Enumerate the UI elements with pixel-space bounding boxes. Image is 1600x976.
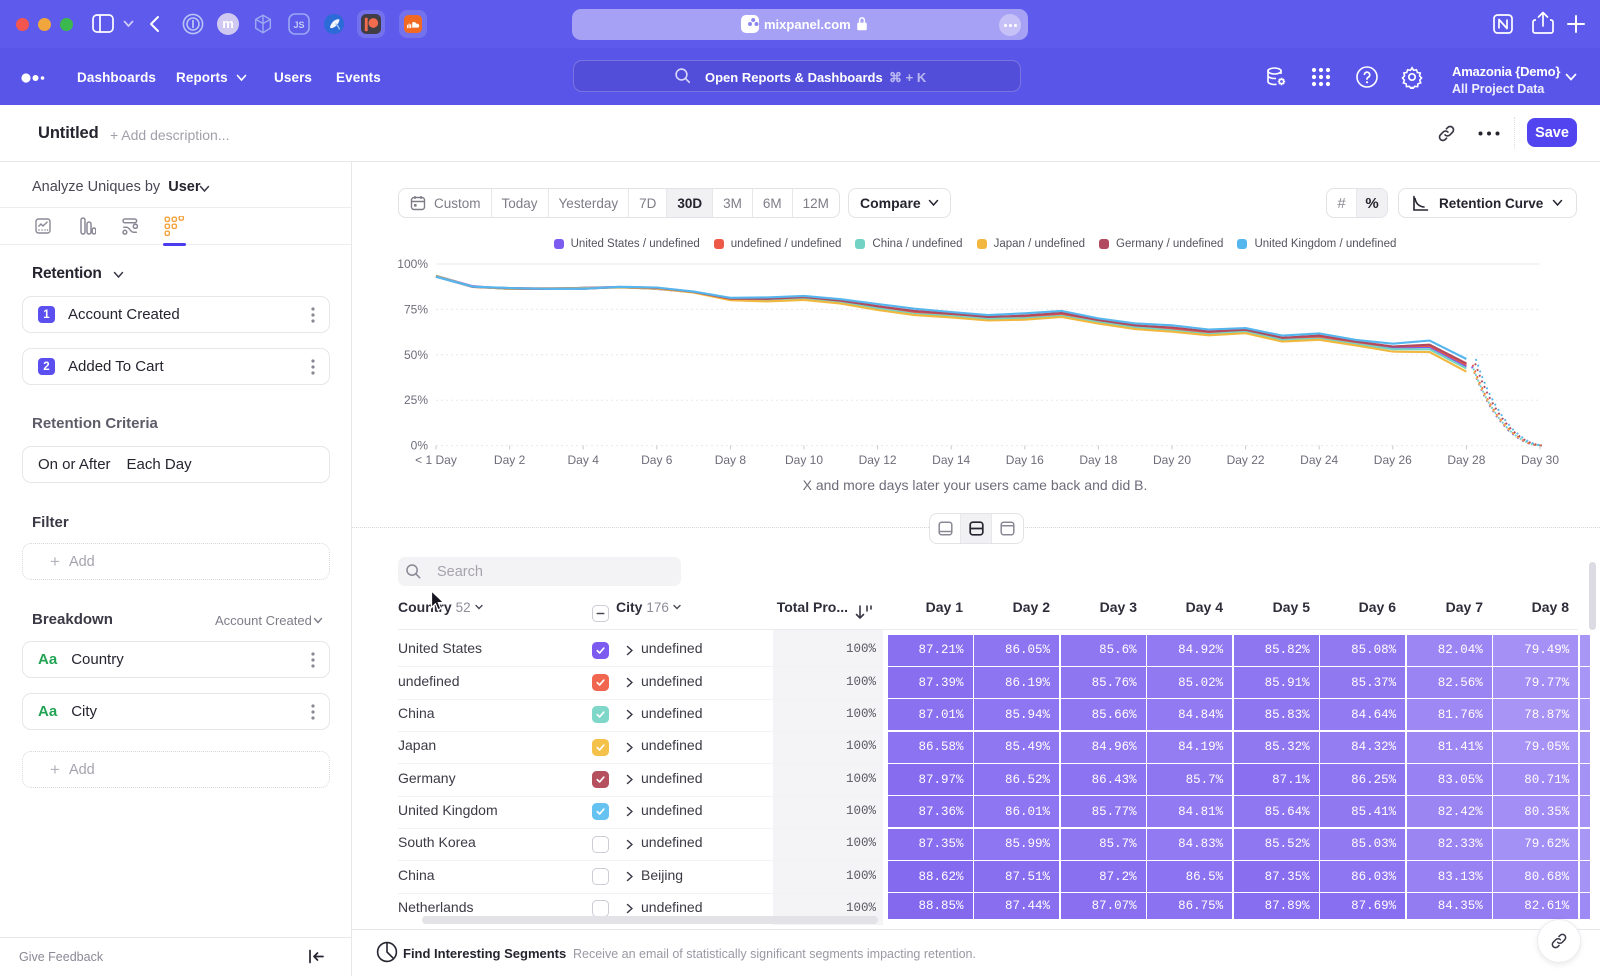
svg-text:Day 30: Day 30 xyxy=(1521,453,1559,467)
svg-text:Day 22: Day 22 xyxy=(1227,453,1265,467)
svg-text:JS: JS xyxy=(293,20,304,30)
svg-text:Day 26: Day 26 xyxy=(1374,453,1412,467)
svg-text:Day 12: Day 12 xyxy=(859,453,897,467)
svg-text:< 1 Day: < 1 Day xyxy=(415,453,457,467)
svg-text:25%: 25% xyxy=(404,393,428,407)
svg-text:Day 6: Day 6 xyxy=(641,453,673,467)
svg-text:0%: 0% xyxy=(411,439,429,453)
svg-text:Day 14: Day 14 xyxy=(932,453,970,467)
svg-text:Day 16: Day 16 xyxy=(1006,453,1044,467)
svg-text:Day 4: Day 4 xyxy=(568,453,600,467)
svg-text:Day 8: Day 8 xyxy=(715,453,747,467)
svg-text:Day 20: Day 20 xyxy=(1153,453,1191,467)
svg-text:Day 2: Day 2 xyxy=(494,453,526,467)
svg-text:50%: 50% xyxy=(404,348,428,362)
svg-text:100%: 100% xyxy=(397,257,428,271)
svg-text:Day 24: Day 24 xyxy=(1300,453,1338,467)
svg-text:Day 18: Day 18 xyxy=(1079,453,1117,467)
svg-text:Day 28: Day 28 xyxy=(1447,453,1485,467)
svg-text:75%: 75% xyxy=(404,302,428,316)
svg-text:Day 10: Day 10 xyxy=(785,453,823,467)
